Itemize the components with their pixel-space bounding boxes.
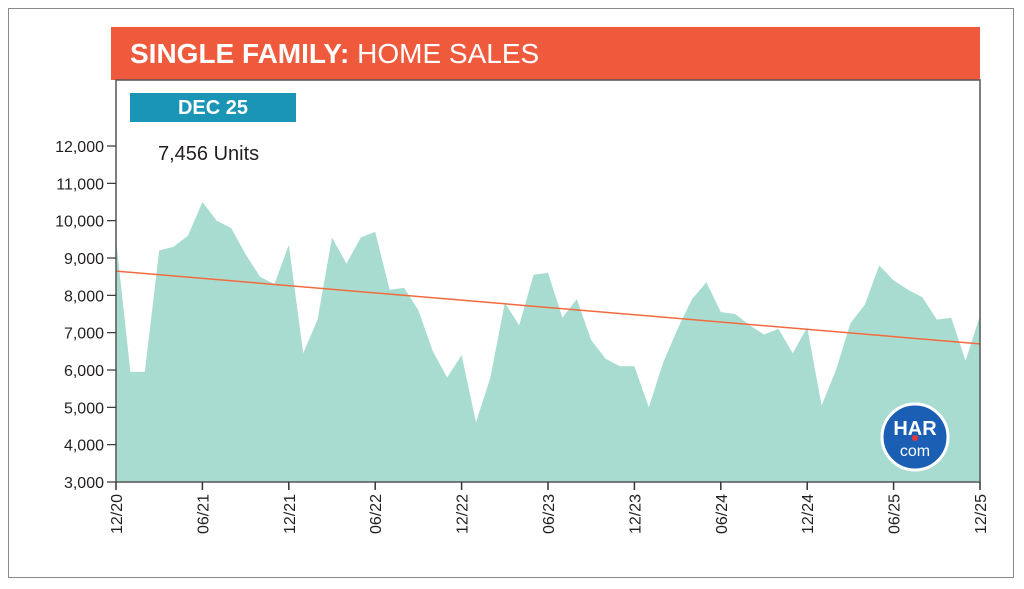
x-tick-label: 12/20 [109,494,126,534]
trend-line [115,270,981,345]
x-tick-label: 06/22 [368,494,385,534]
x-tick-label: 06/25 [887,494,904,534]
y-tick-label: 9,000 [64,251,104,268]
y-tick-label: 5,000 [64,400,104,417]
x-tick-label: 12/23 [627,494,644,534]
badge-text: DEC 25 [178,97,248,119]
x-tick-label: 06/24 [714,494,731,534]
y-tick-label: 6,000 [64,363,104,380]
y-tick-label: 8,000 [64,288,104,305]
x-tick-label: 12/25 [973,494,990,534]
logo-dot [912,435,918,441]
plot [115,202,981,482]
x-tick-label: 12/24 [800,494,817,534]
y-tick-label: 10,000 [55,214,104,231]
annotation: 7,456 Units [158,143,259,165]
y-tick-label: 7,000 [64,326,104,343]
x-tick-label: 06/21 [195,494,212,534]
x-tick-label: 12/22 [455,494,472,534]
y-tick-label: 4,000 [64,438,104,455]
title-bold: SINGLE FAMILY: [130,38,349,69]
badge [130,93,296,122]
logo-bottom: com [900,443,930,460]
area [116,202,980,482]
x-tick-label: 06/23 [541,494,558,534]
title-rest: HOME SALES [357,38,539,69]
chart-title: SINGLE FAMILY: HOME SALES [130,38,539,69]
x-tick-label: 12/21 [282,494,299,534]
title-bar [111,27,980,80]
y-tick-label: 12,000 [55,139,104,156]
logo-top: HAR [893,418,937,440]
y-tick-label: 3,000 [64,475,104,492]
y-tick-label: 11,000 [56,176,104,193]
